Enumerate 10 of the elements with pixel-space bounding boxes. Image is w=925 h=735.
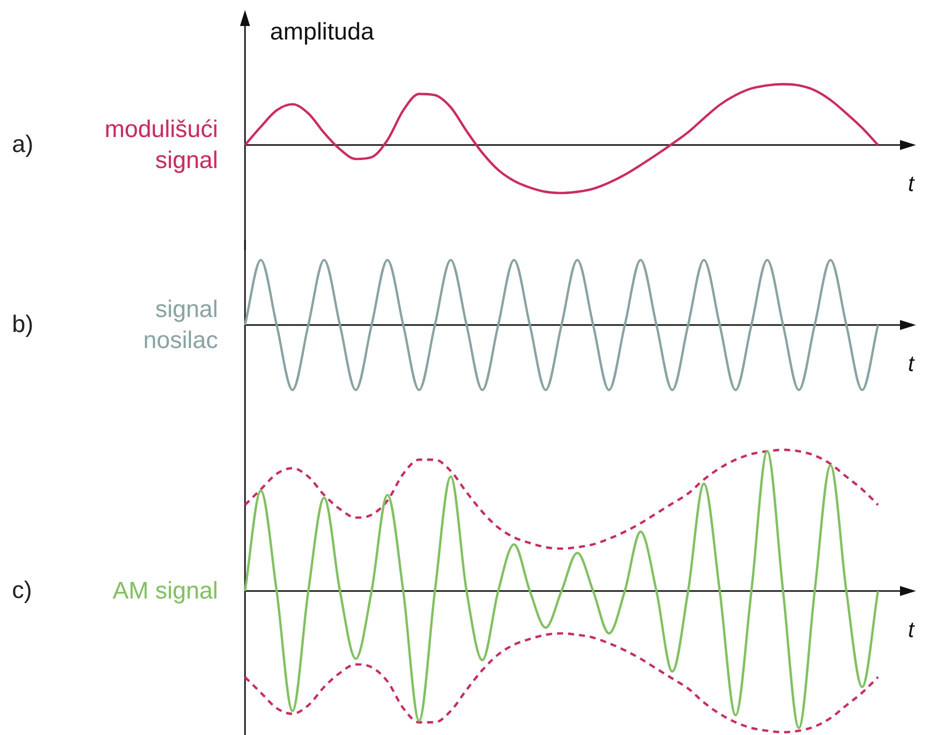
series-label: AM signal <box>112 576 218 606</box>
x-axis-title: t <box>908 171 915 196</box>
text: b) <box>12 311 34 339</box>
x-axis-title: t <box>908 351 915 376</box>
text: c) <box>12 577 32 605</box>
series-label: signal nosilac <box>142 295 218 356</box>
text: a) <box>12 131 34 159</box>
y-axis-title: amplituda <box>270 18 375 46</box>
series-label: modulišući signal <box>104 115 218 176</box>
x-axis-title: t <box>908 617 915 642</box>
